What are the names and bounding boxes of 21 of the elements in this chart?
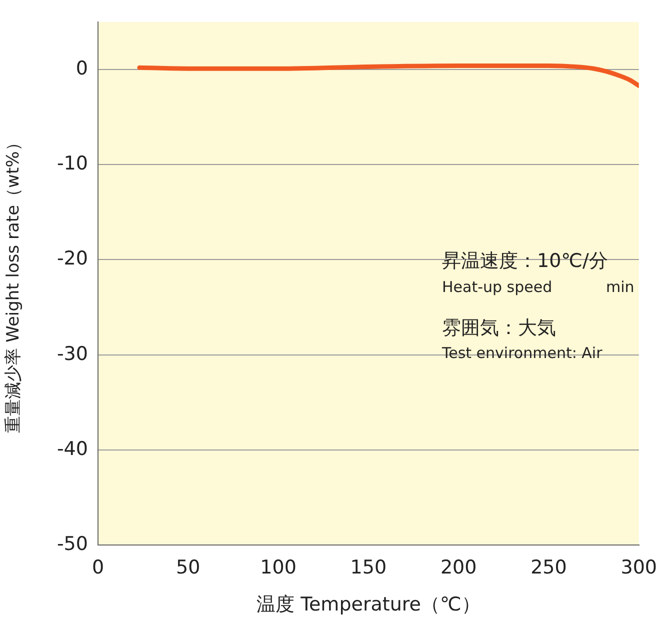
annotation: 昇温速度：10℃/分	[442, 250, 608, 272]
annotation: Heat-up speed	[442, 278, 552, 296]
annotation: Test environment: Air	[441, 344, 604, 362]
x-tick-label: 0	[92, 556, 104, 578]
y-tick-label: -50	[56, 532, 88, 555]
annotation: 雰囲気：大気	[442, 317, 556, 339]
x-tick-label: 100	[260, 556, 296, 578]
y-tick-label: -20	[56, 248, 88, 270]
x-tick-label: 250	[530, 556, 567, 578]
line-series	[137, 63, 639, 88]
x-tick-label: 200	[440, 556, 477, 578]
y-tick-label: -40	[56, 438, 88, 460]
x-tick-label: 300	[620, 556, 657, 578]
y-tick-label: -30	[56, 342, 88, 365]
y-axis-title: 重量減少率 Weight loss rate（wt%）	[4, 134, 24, 433]
x-tick-label: 50	[176, 556, 200, 578]
x-tick-label: 150	[350, 556, 387, 578]
x-axis-title: 温度 Temperature（℃）	[256, 594, 480, 616]
y-tick-label: -10	[56, 152, 88, 175]
y-tick-label: 0	[76, 57, 88, 80]
annotation: min	[606, 278, 634, 296]
